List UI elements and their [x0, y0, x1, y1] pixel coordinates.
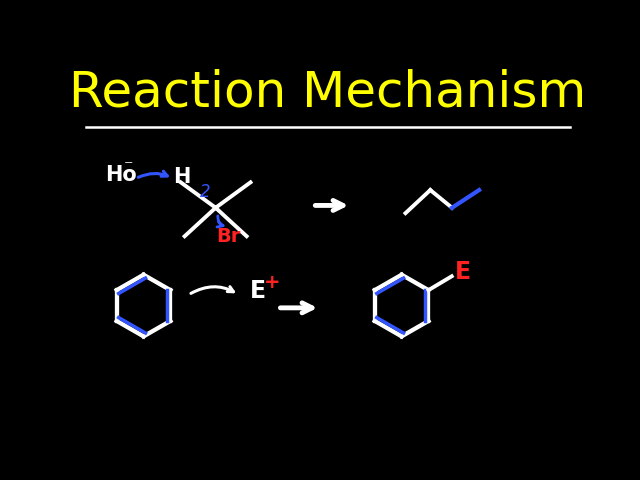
Text: H: H — [173, 167, 191, 187]
Text: 2: 2 — [200, 182, 211, 201]
Text: E: E — [454, 260, 470, 284]
Text: Br: Br — [216, 227, 241, 246]
Text: Ho: Ho — [105, 165, 136, 185]
Text: ⁻: ⁻ — [124, 158, 133, 176]
Text: E: E — [250, 279, 266, 303]
Text: +: + — [264, 273, 280, 292]
Text: Reaction Mechanism: Reaction Mechanism — [69, 68, 587, 116]
